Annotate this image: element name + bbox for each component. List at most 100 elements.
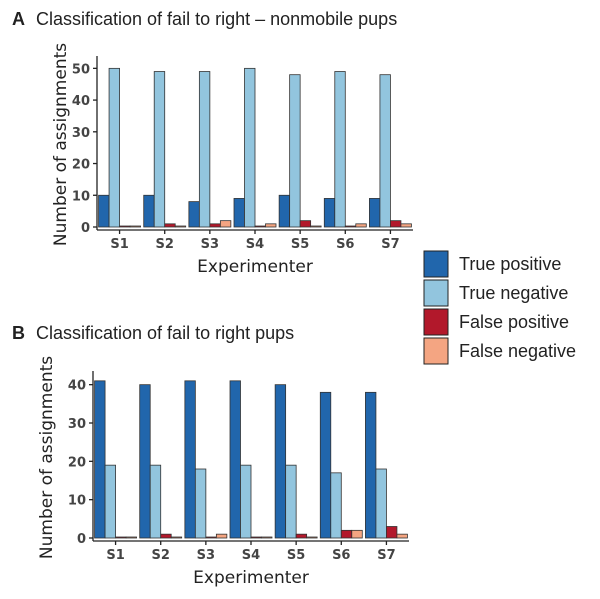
x-tick-label: S4 (242, 548, 260, 563)
bar-false-positive-s5 (295, 533, 308, 539)
bar-false-negative-s5 (306, 536, 318, 539)
bar-false-positive-s6 (340, 529, 353, 539)
bar-false-negative-s3 (219, 220, 232, 228)
panel-b-title: Classification of fail to right pups (36, 323, 294, 343)
bar-true-negative-s3 (194, 468, 207, 539)
y-tick-label: 40 (72, 94, 90, 109)
x-tick-label: S2 (152, 548, 170, 563)
bar-true-positive-s4 (233, 198, 245, 228)
panel-a-chart: 0 10 20 30 40 50 S1 S2 S3 S4 S5 S6 S7 Experimenter Num… (51, 43, 413, 277)
bar-false-positive-s7 (386, 526, 398, 539)
bar-false-positive-s7 (390, 220, 402, 228)
bar-false-negative-s7 (396, 533, 408, 539)
bar-true-positive-s7 (365, 391, 377, 539)
bar-true-negative-s4 (240, 464, 252, 539)
y-tick-label: 30 (72, 126, 90, 141)
bar-true-negative-s1 (104, 464, 116, 539)
bar-true-negative-s1 (108, 67, 120, 228)
y-tick-label: 50 (72, 62, 90, 77)
bar-false-negative-s1 (125, 536, 137, 539)
bar-true-positive-s1 (94, 380, 106, 539)
y-axis-title: Number of assignments (37, 356, 57, 559)
y-tick-label: 40 (68, 379, 86, 394)
x-tick-label: S1 (110, 237, 128, 252)
bar-false-positive-s2 (164, 223, 176, 228)
bar-true-negative-s5 (289, 74, 301, 228)
legend-swatch-true-positive (423, 250, 449, 278)
legend: True positive True negative False positive… (423, 250, 576, 365)
panel-b-letter: B (12, 323, 25, 343)
legend-label: True negative (459, 283, 568, 303)
bar-true-negative-s7 (379, 74, 391, 228)
bar-true-negative-s4 (244, 67, 256, 228)
legend-label: False negative (459, 341, 576, 361)
bar-true-negative-s6 (330, 472, 342, 539)
bar-true-positive-s2 (143, 194, 155, 228)
bar-false-negative-s4 (265, 223, 277, 228)
y-tick-label: 30 (68, 417, 86, 432)
y-tick-label: 20 (72, 158, 90, 173)
bar-true-negative-s6 (334, 71, 346, 228)
bar-false-negative-s4 (261, 536, 273, 539)
x-tick-label: S7 (377, 548, 395, 563)
bar-false-positive-s3 (209, 223, 221, 228)
x-tick-label: S6 (332, 548, 350, 563)
bar-false-negative-s6 (351, 529, 363, 539)
bar-true-negative-s5 (285, 464, 297, 539)
bar-true-positive-s4 (229, 380, 241, 539)
bar-false-positive-s1 (119, 225, 131, 228)
bar-false-negative-s2 (170, 536, 183, 539)
bar-false-positive-s3 (205, 536, 217, 539)
bar-true-positive-s5 (278, 194, 291, 228)
legend-swatch-false-negative (423, 337, 449, 365)
bar-true-negative-s3 (198, 71, 211, 228)
legend-label: True positive (459, 254, 561, 274)
bar-true-negative-s2 (153, 71, 166, 228)
y-tick-label: 10 (68, 494, 86, 509)
y-tick-label: 10 (72, 189, 90, 204)
bar-false-negative-s1 (129, 225, 141, 228)
x-tick-label: S3 (201, 237, 219, 252)
x-tick-label: S5 (287, 548, 305, 563)
legend-label: False positive (459, 312, 569, 332)
bar-false-negative-s6 (355, 223, 367, 228)
bar-true-positive-s3 (188, 201, 200, 228)
bar-false-negative-s2 (174, 225, 187, 228)
panel-b-chart: 0 10 20 30 40 S1 S2 S3 S4 S5 S6 S7 Experimenter Numbe… (37, 356, 409, 588)
legend-swatch-true-negative (423, 279, 449, 307)
x-tick-label: S6 (336, 237, 354, 252)
x-tick-label: S7 (381, 237, 399, 252)
legend-swatch-false-positive (423, 308, 449, 336)
y-tick-label: 0 (81, 221, 90, 236)
bar-true-positive-s5 (274, 384, 287, 539)
bar-false-negative-s3 (215, 533, 228, 539)
bar-false-positive-s5 (299, 220, 312, 228)
bar-true-positive-s7 (369, 198, 381, 228)
y-tick-label: 20 (68, 455, 86, 470)
y-tick-label: 0 (77, 532, 86, 547)
bar-false-positive-s4 (250, 536, 262, 539)
bar-true-positive-s6 (319, 391, 332, 539)
x-tick-label: S5 (291, 237, 309, 252)
panel-a-letter: A (12, 9, 25, 29)
bar-true-positive-s2 (139, 384, 151, 539)
bar-true-negative-s7 (375, 468, 387, 539)
bar-false-negative-s7 (400, 223, 412, 228)
x-tick-label: S2 (156, 237, 174, 252)
x-tick-label: S1 (106, 548, 124, 563)
panel-a-title: Classification of fail to right – nonmob… (36, 9, 397, 29)
bar-true-positive-s1 (98, 194, 110, 228)
x-axis-title: Experimenter (193, 568, 309, 588)
x-axis-title: Experimenter (197, 257, 313, 277)
bar-true-positive-s6 (323, 198, 336, 228)
x-tick-label: S3 (197, 548, 215, 563)
bar-false-positive-s6 (344, 225, 357, 228)
bar-false-positive-s1 (115, 536, 127, 539)
bar-false-positive-s2 (160, 533, 172, 539)
x-tick-label: S4 (246, 237, 264, 252)
y-axis-title: Number of assignments (51, 43, 71, 246)
bar-false-negative-s5 (310, 225, 322, 228)
bar-true-positive-s3 (184, 380, 196, 539)
bar-false-positive-s4 (254, 225, 266, 228)
